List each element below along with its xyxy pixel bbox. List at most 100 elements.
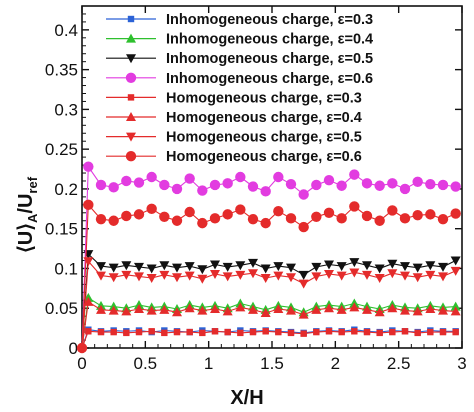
data-point bbox=[248, 269, 258, 279]
data-point bbox=[324, 303, 334, 313]
data-point bbox=[96, 271, 106, 281]
legend-marker bbox=[125, 72, 137, 84]
data-point bbox=[235, 270, 246, 280]
data-point bbox=[235, 171, 246, 183]
data-point bbox=[95, 179, 107, 191]
data-point bbox=[210, 304, 220, 314]
data-point bbox=[146, 264, 157, 274]
origin-point bbox=[76, 342, 88, 354]
x-tick-label: 2 bbox=[331, 354, 340, 373]
data-point bbox=[273, 304, 284, 314]
data-point bbox=[121, 261, 132, 271]
data-point bbox=[273, 262, 284, 272]
data-point bbox=[197, 217, 208, 229]
series-8 bbox=[81, 199, 461, 349]
data-point bbox=[249, 328, 257, 336]
data-point bbox=[123, 329, 130, 337]
data-point bbox=[361, 178, 373, 189]
legend-item: Inhomogeneous charge, ε=0.5 bbox=[106, 51, 373, 67]
data-point bbox=[222, 209, 233, 220]
data-point bbox=[184, 262, 195, 272]
data-point bbox=[311, 304, 322, 314]
data-point bbox=[134, 272, 144, 282]
data-point bbox=[376, 329, 383, 337]
data-point bbox=[336, 262, 347, 272]
data-point bbox=[414, 329, 421, 337]
y-tick-label: 0.25 bbox=[45, 140, 78, 159]
data-point bbox=[96, 262, 106, 272]
y-axis: 0 0.05 0.1 0.15 0.2 0.25 0.3 0.35 0.4 bbox=[45, 13, 462, 358]
legend-marker bbox=[126, 112, 136, 121]
data-point bbox=[400, 262, 410, 272]
data-point bbox=[362, 304, 372, 314]
data-point bbox=[83, 199, 94, 211]
x-tick-label: 2.5 bbox=[387, 354, 411, 373]
legend-marker bbox=[127, 15, 135, 23]
legend-marker bbox=[126, 33, 136, 43]
data-point bbox=[121, 306, 132, 316]
data-point bbox=[387, 303, 398, 313]
data-point bbox=[95, 213, 107, 225]
data-point bbox=[399, 183, 411, 195]
data-point bbox=[211, 328, 219, 335]
data-point bbox=[400, 305, 410, 315]
y-tick-label: 0.35 bbox=[45, 61, 78, 80]
data-point bbox=[450, 208, 461, 219]
data-point bbox=[222, 262, 233, 272]
data-point bbox=[273, 171, 284, 183]
data-point bbox=[387, 259, 398, 269]
data-point bbox=[108, 305, 119, 315]
data-point bbox=[159, 261, 170, 271]
legend-label: Inhomogeneous charge, ε=0.3 bbox=[166, 12, 373, 28]
data-point bbox=[171, 215, 183, 226]
y-axis-label: ⟨U⟩A/Uref bbox=[15, 176, 40, 253]
data-point bbox=[235, 204, 246, 215]
data-point bbox=[247, 181, 259, 192]
data-point bbox=[146, 305, 157, 315]
data-point bbox=[273, 271, 284, 281]
data-point bbox=[159, 179, 170, 191]
series-6 bbox=[81, 296, 461, 349]
data-point bbox=[209, 213, 221, 224]
data-point bbox=[197, 185, 208, 196]
data-point bbox=[286, 263, 296, 273]
data-point bbox=[387, 269, 398, 279]
data-point bbox=[224, 328, 231, 336]
legend: Inhomogeneous charge, ε=0.3 Inhomogeneous… bbox=[106, 12, 373, 165]
data-point bbox=[159, 211, 170, 222]
data-point bbox=[313, 328, 320, 336]
data-point bbox=[222, 272, 233, 282]
data-point bbox=[197, 265, 208, 275]
data-point bbox=[387, 178, 398, 189]
legend-marker bbox=[126, 54, 136, 64]
data-point bbox=[412, 263, 423, 273]
data-point bbox=[412, 209, 423, 221]
data-point bbox=[184, 271, 195, 281]
data-point bbox=[438, 262, 448, 272]
data-point bbox=[172, 263, 182, 273]
data-point bbox=[401, 328, 409, 335]
data-point bbox=[96, 304, 106, 314]
data-point bbox=[235, 302, 246, 312]
data-point bbox=[222, 178, 233, 189]
data-point bbox=[199, 329, 206, 337]
data-point bbox=[363, 328, 371, 336]
y-tick-label: 0.2 bbox=[54, 180, 78, 199]
data-point bbox=[197, 305, 208, 315]
data-point bbox=[311, 179, 322, 191]
data-point bbox=[349, 302, 360, 312]
data-point bbox=[172, 273, 182, 283]
data-point bbox=[273, 206, 284, 217]
legend-item: Homogeneous charge, ε=0.5 bbox=[106, 130, 362, 146]
data-point bbox=[439, 328, 447, 336]
data-point bbox=[110, 328, 117, 336]
data-point bbox=[108, 215, 119, 226]
data-point bbox=[349, 268, 360, 278]
data-point bbox=[260, 274, 271, 284]
y-tick-label: 0 bbox=[69, 339, 78, 358]
data-point bbox=[97, 328, 105, 336]
data-point bbox=[437, 213, 449, 225]
legend-item: Inhomogeneous charge, ε=0.4 bbox=[106, 32, 373, 48]
data-point bbox=[222, 306, 233, 316]
